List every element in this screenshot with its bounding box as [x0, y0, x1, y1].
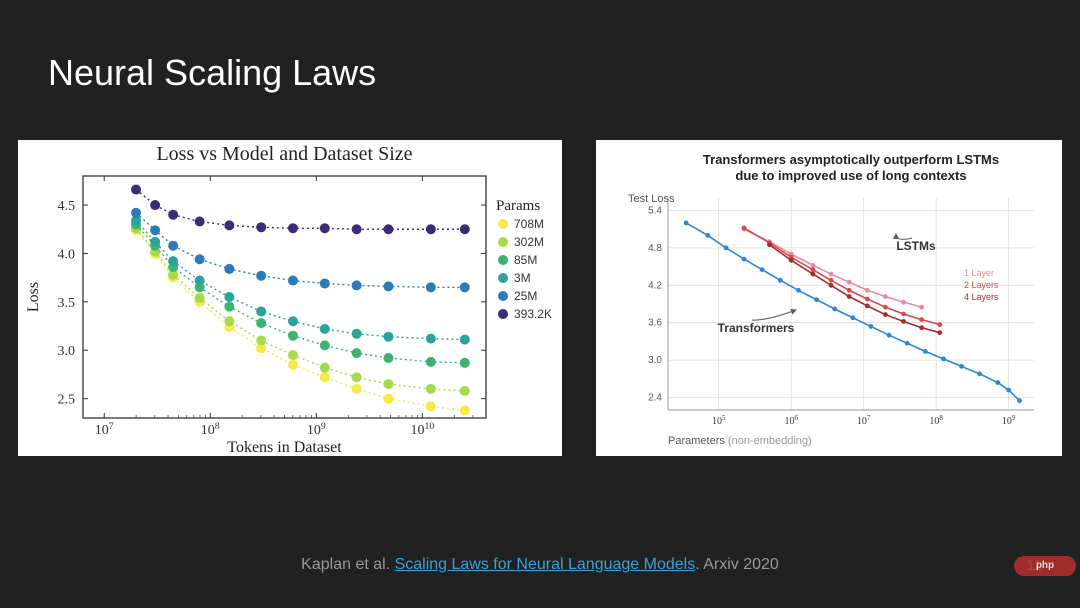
svg-text:2.5: 2.5 [58, 393, 76, 408]
svg-text:3.0: 3.0 [648, 355, 662, 366]
svg-text:Loss: Loss [25, 282, 42, 312]
php-badge: php [1014, 556, 1076, 576]
citation-suffix: . Arxiv 2020 [695, 556, 779, 573]
svg-text:708M: 708M [514, 217, 544, 231]
svg-text:2 Layers: 2 Layers [964, 280, 999, 290]
transformers-lstm-chart: Transformers asymptotically outperform L… [596, 140, 1062, 456]
svg-text:3.0: 3.0 [58, 344, 76, 359]
right-chart-panel: Transformers asymptotically outperform L… [596, 140, 1062, 456]
citation-prefix: Kaplan et al. [301, 556, 394, 573]
slide-container: { "title": "Neural Scaling Laws", "citat… [0, 0, 1080, 608]
svg-text:3M: 3M [514, 271, 531, 285]
svg-text:2.4: 2.4 [648, 393, 662, 404]
svg-text:Transformers: Transformers [718, 321, 795, 335]
svg-text:85M: 85M [514, 253, 537, 267]
svg-text:5.4: 5.4 [648, 205, 662, 216]
svg-text:Tokens in Dataset: Tokens in Dataset [227, 439, 342, 456]
svg-text:4.8: 4.8 [648, 243, 662, 254]
svg-text:Parameters (non-embedding): Parameters (non-embedding) [668, 435, 812, 447]
svg-text:3.6: 3.6 [648, 318, 662, 329]
svg-text:4 Layers: 4 Layers [964, 292, 999, 302]
svg-text:Test Loss: Test Loss [628, 193, 675, 205]
svg-text:1 Layer: 1 Layer [964, 268, 994, 278]
svg-text:393.2K: 393.2K [514, 307, 552, 321]
citation-link[interactable]: Scaling Laws for Neural Language Models [395, 556, 696, 573]
svg-text:4.2: 4.2 [648, 280, 662, 291]
loss-vs-size-chart: Loss vs Model and Dataset Size 2.5 3.0 3.5 4… [18, 140, 562, 456]
svg-text:Params: Params [496, 198, 540, 214]
svg-text:3.5: 3.5 [58, 296, 76, 311]
svg-text:4.5: 4.5 [58, 199, 76, 214]
slide-title: Neural Scaling Laws [48, 52, 376, 94]
svg-text:due to improved use of long co: due to improved use of long contexts [735, 168, 966, 183]
svg-text:Loss vs Model and Dataset Size: Loss vs Model and Dataset Size [156, 143, 412, 165]
svg-text:25M: 25M [514, 289, 537, 303]
svg-text:Transformers asymptotically ou: Transformers asymptotically outperform L… [703, 152, 999, 167]
svg-text:302M: 302M [514, 235, 544, 249]
citation: Kaplan et al. Scaling Laws for Neural La… [0, 556, 1080, 574]
left-chart-panel: Loss vs Model and Dataset Size 2.5 3.0 3.5 4… [18, 140, 562, 456]
charts-row: Loss vs Model and Dataset Size 2.5 3.0 3.5 4… [18, 140, 1062, 456]
svg-text:LSTMs: LSTMs [896, 239, 936, 253]
svg-text:4.0: 4.0 [58, 247, 76, 262]
